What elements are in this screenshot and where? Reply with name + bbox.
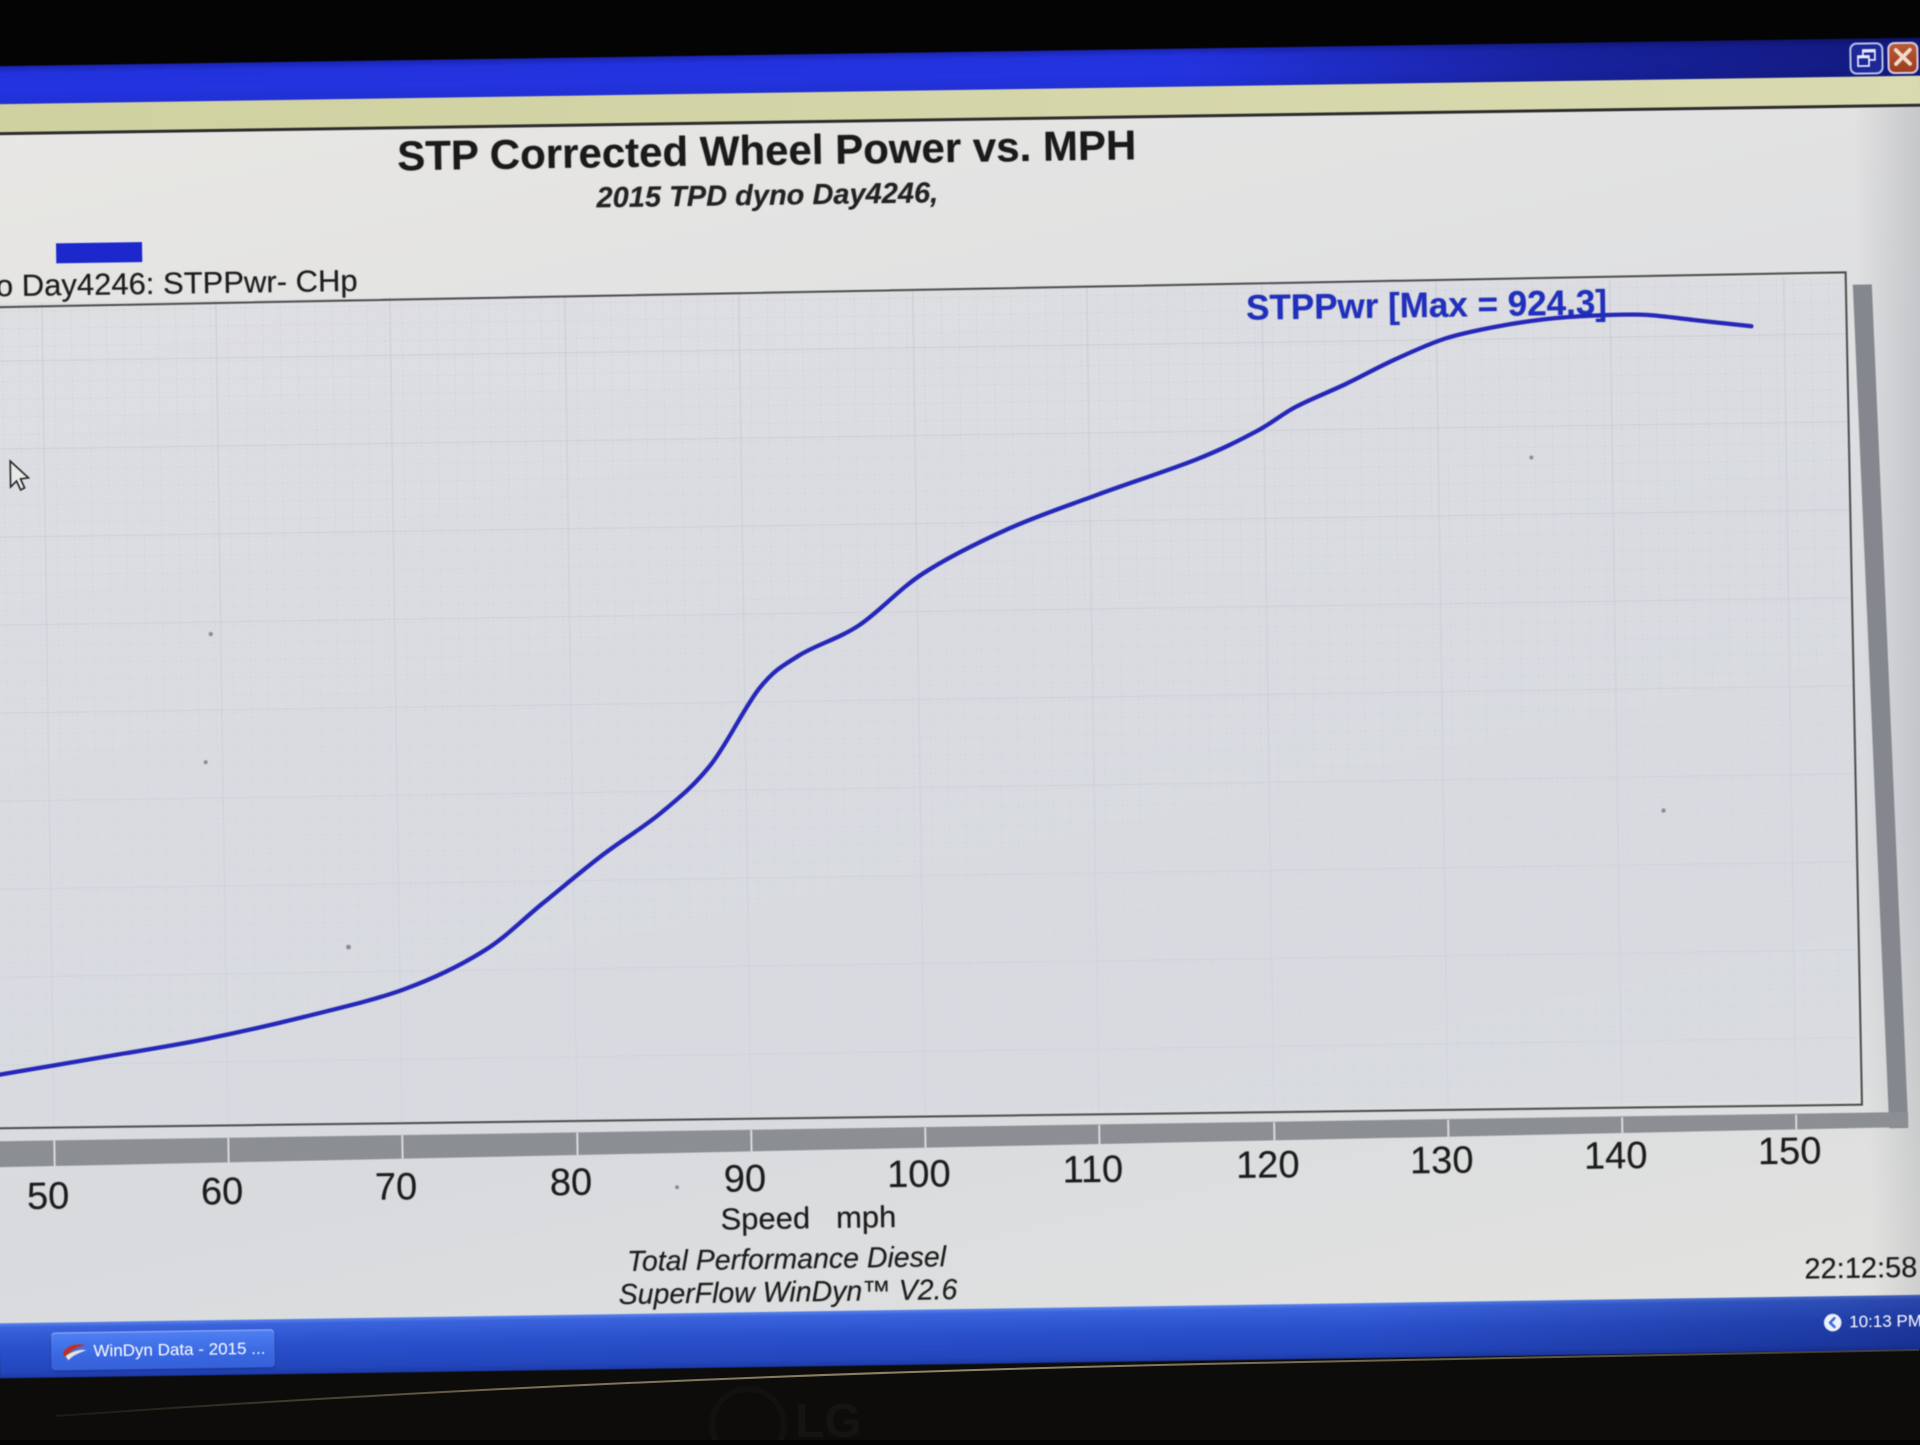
svg-text:LG: LG [795, 1395, 862, 1440]
